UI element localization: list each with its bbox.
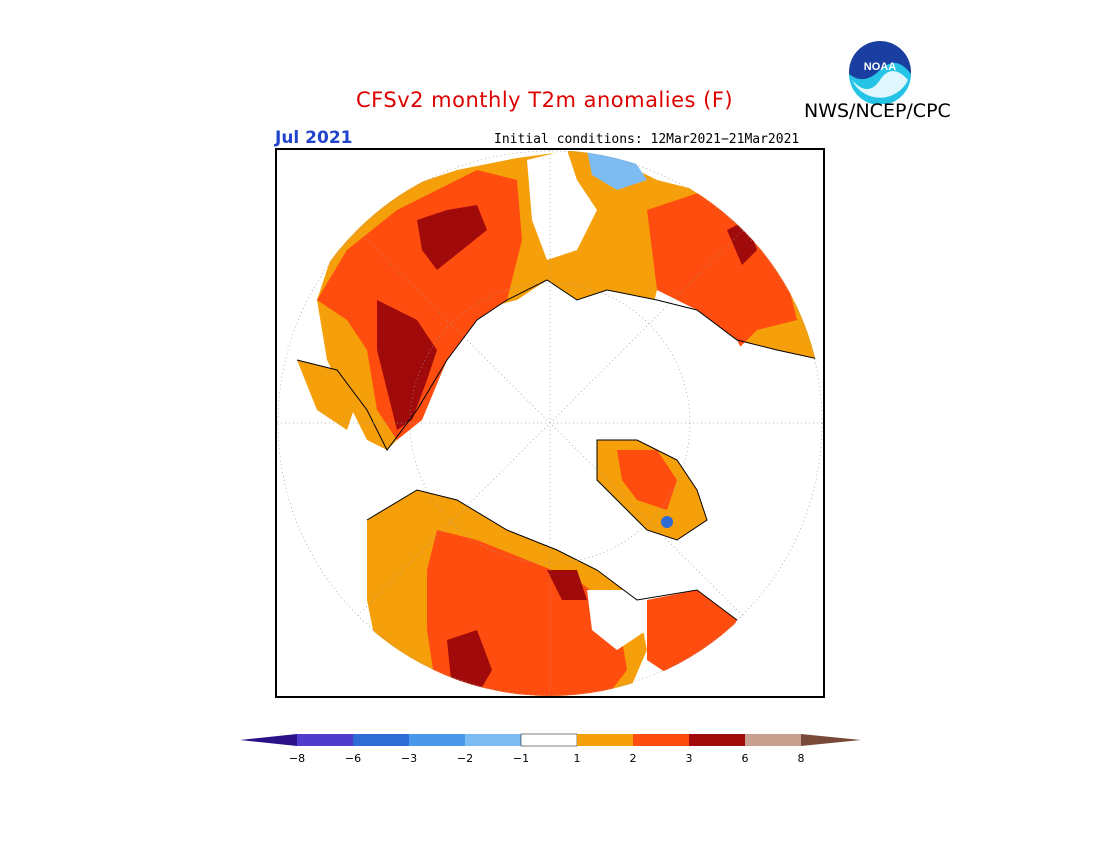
colorbar-tick: 1: [573, 752, 581, 765]
colorbar-tick: −8: [288, 752, 306, 765]
polar-map: [277, 150, 823, 696]
colorbar-tick: −1: [512, 752, 530, 765]
greenland-anomaly: [597, 440, 707, 540]
north-america-anomaly: [367, 490, 737, 696]
map-frame: [275, 148, 825, 698]
anomaly-region: [417, 205, 487, 270]
colorbar: [240, 730, 862, 770]
colorbar-tick: −2: [456, 752, 474, 765]
colorbar-box: [689, 734, 745, 746]
chart-title: CFSv2 monthly T2m anomalies (F): [356, 88, 734, 112]
anomaly-region: [617, 450, 677, 510]
colorbar-box: [520, 733, 578, 747]
noaa-logo: NOAA: [848, 40, 912, 105]
colorbar-tick: 8: [797, 752, 805, 765]
colorbar-box: [297, 734, 353, 746]
cold-spot: [661, 516, 673, 528]
colorbar-left-arrow: [240, 734, 297, 746]
colorbar-tick: −3: [400, 752, 418, 765]
anomaly-region: [587, 590, 647, 650]
colorbar-tick: 6: [741, 752, 749, 765]
colorbar-box: [745, 734, 801, 746]
colorbar-box: [409, 734, 465, 746]
anomaly-region: [527, 150, 597, 260]
target-month: Jul 2021: [275, 128, 353, 148]
colorbar-right-arrow: [801, 734, 861, 746]
anomaly-region: [377, 300, 437, 430]
colorbar-box: [465, 734, 521, 746]
colorbar-tick: −6: [344, 752, 362, 765]
anomaly-region: [647, 590, 737, 680]
initial-conditions: Initial conditions: 12Mar2021−21Mar2021: [494, 132, 800, 147]
graticule: [277, 150, 823, 696]
agency-label: NWS/NCEP/CPC: [804, 100, 951, 122]
logo-text: NOAA: [864, 61, 896, 73]
anomaly-region: [547, 570, 587, 600]
colorbar-svg: [240, 733, 861, 747]
colorbar-box: [633, 734, 689, 746]
colorbar-tick: 3: [685, 752, 693, 765]
anomaly-region: [447, 630, 492, 696]
colorbar-box: [577, 734, 633, 746]
anomaly-region: [647, 290, 747, 370]
colorbar-box: [353, 734, 409, 746]
colorbar-tick: 2: [629, 752, 637, 765]
coastlines: [296, 279, 823, 621]
